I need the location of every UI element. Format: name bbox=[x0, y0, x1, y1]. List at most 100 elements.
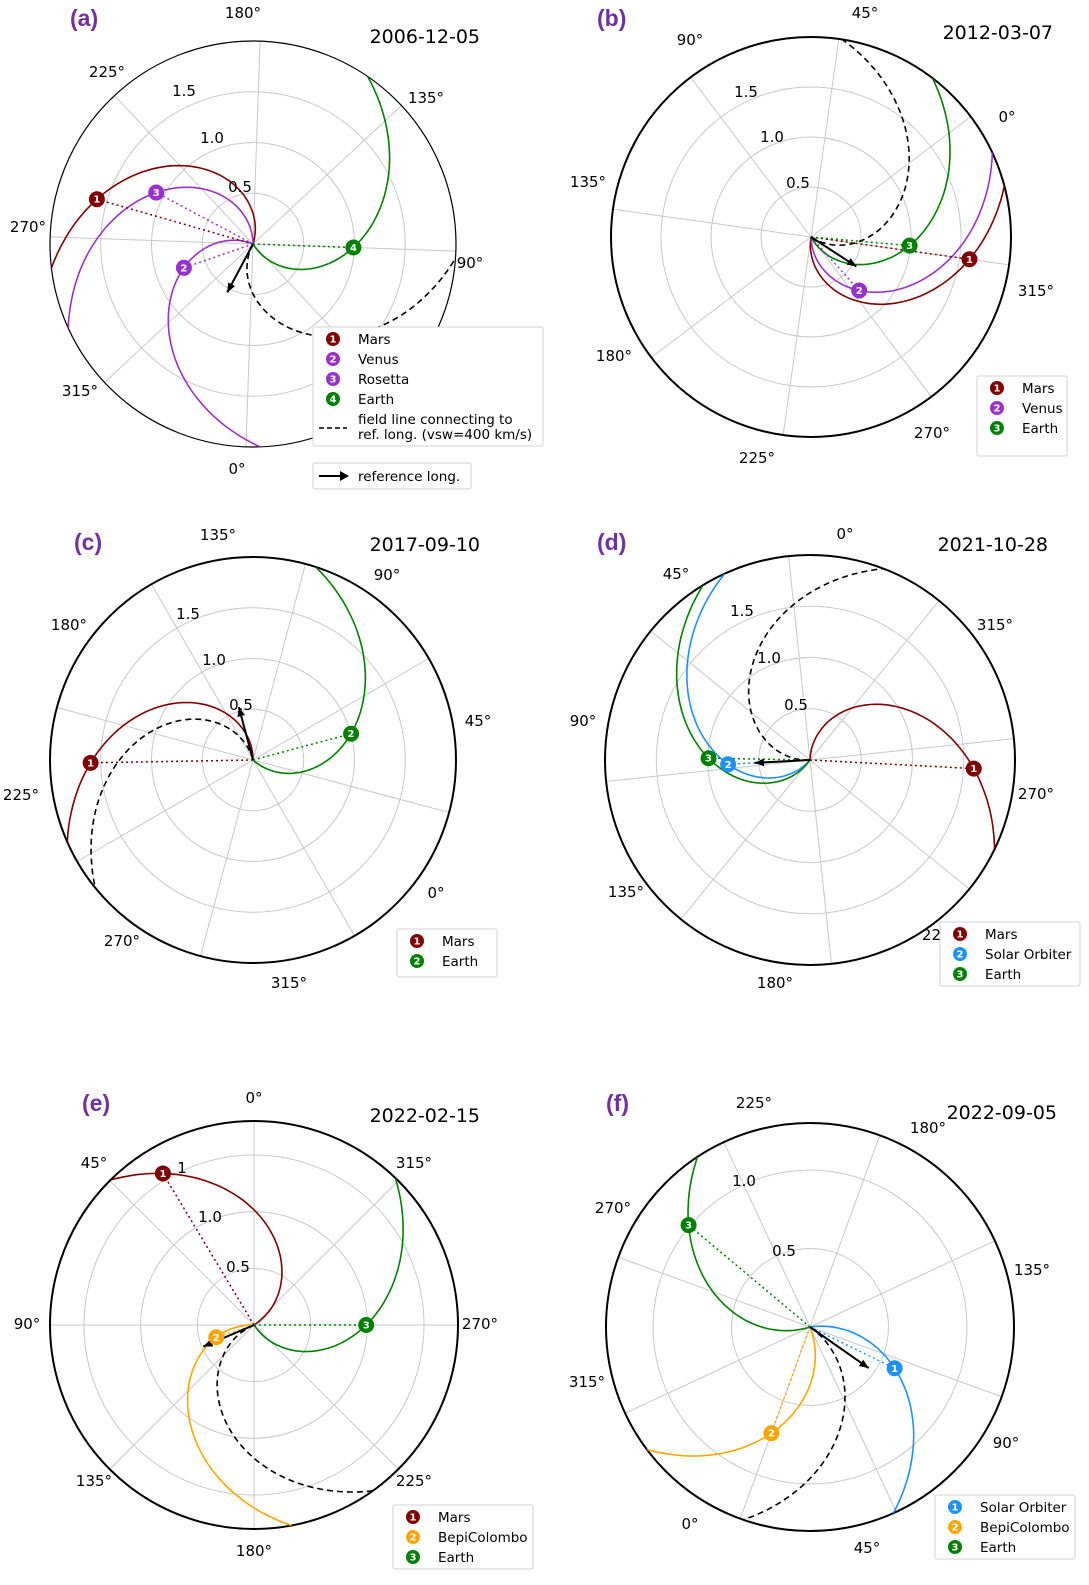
date-label: 2022-02-15 bbox=[370, 1105, 480, 1127]
angle-tick-label: 315° bbox=[396, 1154, 432, 1172]
radial-tick-label: 1 bbox=[177, 1159, 187, 1177]
legend-marker-num: 2 bbox=[330, 355, 337, 366]
legend-marker-mars bbox=[406, 1510, 420, 1524]
grid-spoke bbox=[810, 38, 840, 238]
legend-frame bbox=[976, 375, 1068, 457]
marker-label-mars: 1 bbox=[970, 764, 977, 775]
grid-spoke bbox=[618, 1256, 811, 1328]
legend: 1 Mars 2 Earth bbox=[396, 928, 498, 978]
legend-marker-num: 3 bbox=[957, 970, 964, 981]
spiral-venus bbox=[810, 152, 994, 294]
panel-f: 1 2 3 0.5 1.0 0° 45° 90° 135° 180° 225° 270° 315° (f)… bbox=[569, 1090, 1076, 1560]
angle-tick-label: 270° bbox=[914, 424, 950, 442]
radial-line-rosetta bbox=[155, 191, 254, 245]
legend-label-solar-orbiter: Solar Orbiter bbox=[985, 947, 1072, 963]
angle-tick-label: 180° bbox=[757, 974, 793, 992]
marker-label-venus: 2 bbox=[180, 263, 187, 274]
radial-line-mars bbox=[809, 759, 974, 770]
radial-line-mars bbox=[810, 236, 970, 261]
legend-marker-num: 3 bbox=[410, 1553, 417, 1564]
legend-marker-num: 1 bbox=[994, 384, 1001, 395]
legend-marker-earth bbox=[948, 1540, 962, 1554]
angle-tick-label: 0° bbox=[998, 108, 1015, 126]
date-label: 2021-10-28 bbox=[938, 534, 1048, 556]
grid-spoke bbox=[690, 76, 812, 238]
angle-tick-label: 135° bbox=[608, 883, 644, 901]
spiral-bepicolombo bbox=[186, 1324, 292, 1527]
marker-solar-orbiter bbox=[886, 1360, 903, 1377]
angle-tick-label: 135° bbox=[1014, 1261, 1050, 1279]
date-label: 2022-09-05 bbox=[947, 1102, 1057, 1124]
angle-tick-label: 0° bbox=[245, 1089, 262, 1107]
legend-marker-num: 3 bbox=[330, 375, 337, 386]
grid-circle bbox=[758, 708, 862, 812]
angle-tick-label: 225° bbox=[739, 449, 775, 467]
legend-marker-earth bbox=[953, 967, 967, 981]
radial-tick-label: 1.5 bbox=[730, 602, 754, 620]
grid-spoke bbox=[114, 95, 254, 245]
marker-label-earth: 3 bbox=[705, 754, 712, 765]
legend-marker-earth bbox=[990, 421, 1004, 435]
marker-label-mars: 1 bbox=[159, 1169, 166, 1180]
legend-label-earth: Earth bbox=[438, 1550, 474, 1566]
spiral-mars bbox=[110, 1172, 283, 1326]
radial-line-earth bbox=[688, 1224, 811, 1328]
grid-spoke bbox=[650, 630, 811, 761]
spiral-earth bbox=[252, 566, 367, 775]
angle-tick-label: 315° bbox=[569, 1373, 605, 1391]
polar-outline bbox=[605, 1122, 1015, 1532]
marker-label-earth: 3 bbox=[363, 1321, 370, 1332]
angle-tick-label: 135° bbox=[76, 1472, 112, 1490]
panel-label: (f) bbox=[606, 1090, 629, 1116]
date-label: 2006-12-05 bbox=[370, 26, 480, 48]
angle-tick-label: 0° bbox=[681, 1515, 698, 1533]
grid-spoke bbox=[151, 583, 254, 761]
grid-circle bbox=[710, 136, 912, 338]
angle-tick-label: 45° bbox=[465, 712, 492, 730]
angle-tick-label: 270° bbox=[104, 932, 140, 950]
grid-spoke bbox=[252, 563, 307, 761]
grid-spoke bbox=[252, 759, 450, 814]
legend-marker-bepicolombo bbox=[948, 1520, 962, 1534]
polar-outline bbox=[49, 556, 457, 964]
panel-label: (e) bbox=[82, 1090, 110, 1116]
marker-label-rosetta: 3 bbox=[153, 188, 160, 199]
panel-label: (a) bbox=[70, 5, 98, 31]
angle-tick-label: 270° bbox=[10, 218, 46, 236]
angle-tick-label: 0° bbox=[836, 525, 853, 543]
grid-spoke bbox=[109, 1180, 255, 1326]
grid-spoke bbox=[624, 1326, 811, 1414]
grid-spoke bbox=[723, 1141, 811, 1328]
radial-line-mars bbox=[96, 198, 254, 245]
radial-line-venus bbox=[810, 236, 860, 292]
marker-label-mars: 1 bbox=[93, 195, 100, 206]
grid-spoke bbox=[680, 759, 811, 920]
marker-bepicolombo bbox=[763, 1425, 780, 1442]
angle-tick-label: 225° bbox=[89, 63, 125, 81]
grid-spoke bbox=[56, 706, 254, 761]
radial-line-mars bbox=[162, 1173, 255, 1326]
radial-tick-label: 1.0 bbox=[198, 1208, 222, 1226]
grid-spoke bbox=[809, 1135, 881, 1328]
marker-label-bepicolombo: 2 bbox=[768, 1429, 775, 1440]
grid-spoke bbox=[809, 1240, 996, 1328]
angle-tick-label: 135° bbox=[200, 526, 236, 544]
angle-tick-label: 135° bbox=[570, 173, 606, 191]
legend-marker-num: 2 bbox=[952, 1523, 959, 1534]
legend-reference-frame bbox=[312, 462, 472, 490]
marker-label-earth: 2 bbox=[348, 729, 355, 740]
legend-frame bbox=[939, 921, 1081, 987]
legend-marker-num: 3 bbox=[952, 1543, 959, 1554]
radial-tick-label: 0.5 bbox=[786, 174, 810, 192]
angle-tick-label: 45° bbox=[854, 1539, 881, 1557]
legend-marker-num: 3 bbox=[994, 424, 1001, 435]
legend-field-line-label-2: ref. long. (vsw=400 km/s) bbox=[358, 427, 532, 443]
spiral-mars bbox=[809, 703, 996, 850]
grid-spoke bbox=[809, 759, 970, 890]
reference-field-line bbox=[90, 718, 254, 888]
grid-spoke bbox=[810, 236, 932, 398]
spiral-earth bbox=[810, 77, 951, 266]
grid-circle bbox=[151, 658, 355, 862]
spiral-earth bbox=[687, 1156, 811, 1332]
grid-circle bbox=[660, 86, 962, 388]
